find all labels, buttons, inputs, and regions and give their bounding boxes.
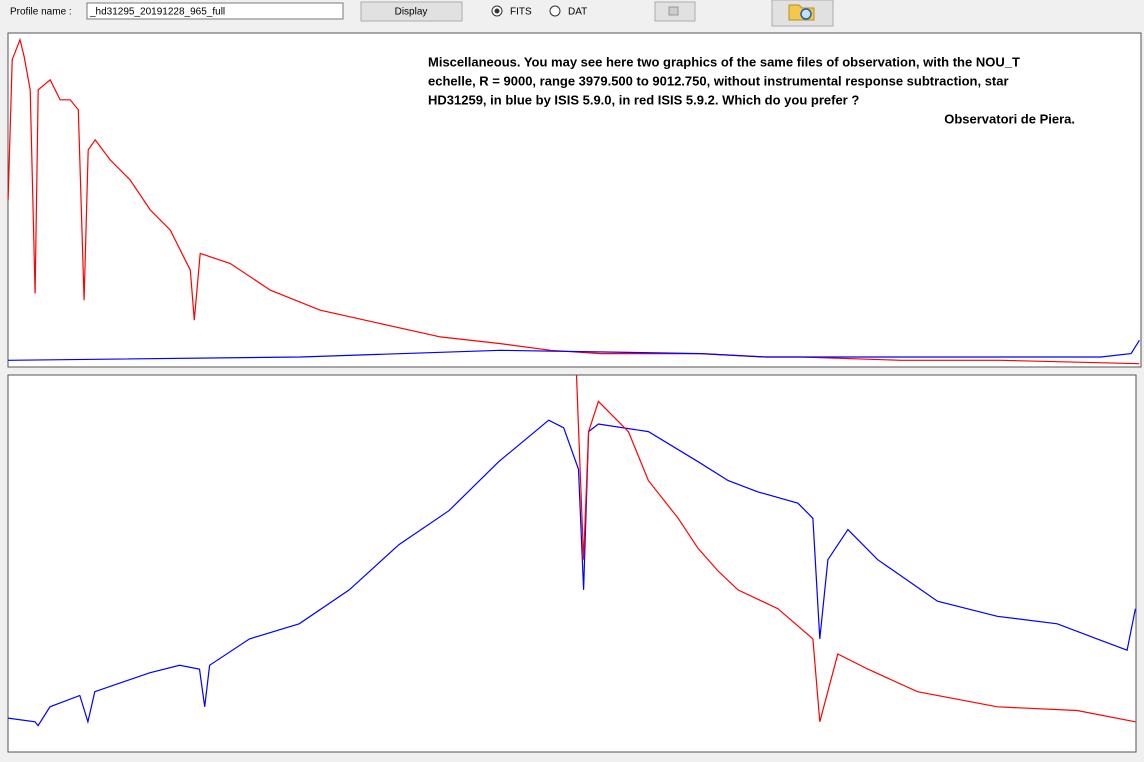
spectrum-line xyxy=(8,339,1140,361)
toolbar: Profile name : _hd31295_20191228_965_ful… xyxy=(10,0,834,27)
annotation: Observatori de Piera. xyxy=(944,111,1075,126)
display-label: Display xyxy=(395,7,428,18)
display-button[interactable] xyxy=(360,1,463,22)
profile-label: Profile name : xyxy=(10,7,72,18)
profile-value: _hd31295_20191228_965_full xyxy=(89,7,225,18)
spectrum-line xyxy=(8,419,1136,727)
top-plot xyxy=(7,32,1142,368)
magnifier-icon xyxy=(800,8,812,20)
spectrum-line xyxy=(575,374,1136,723)
annotation: Miscellaneous. You may see here two grap… xyxy=(428,54,1020,69)
profile-input[interactable] xyxy=(86,2,344,20)
fits-label: FITS xyxy=(510,7,532,18)
fits-radio-dot xyxy=(494,8,500,14)
bottom-plot xyxy=(7,374,1137,753)
copy-icon xyxy=(668,6,679,16)
annotation: echelle, R = 9000, range 3979.500 to 901… xyxy=(428,73,1009,88)
annotation: HD31259, in blue by ISIS 5.9.0, in red I… xyxy=(428,92,859,107)
dat-label: DAT xyxy=(568,7,587,18)
dat-radio[interactable] xyxy=(549,5,561,17)
spectrum-line xyxy=(7,37,1140,365)
